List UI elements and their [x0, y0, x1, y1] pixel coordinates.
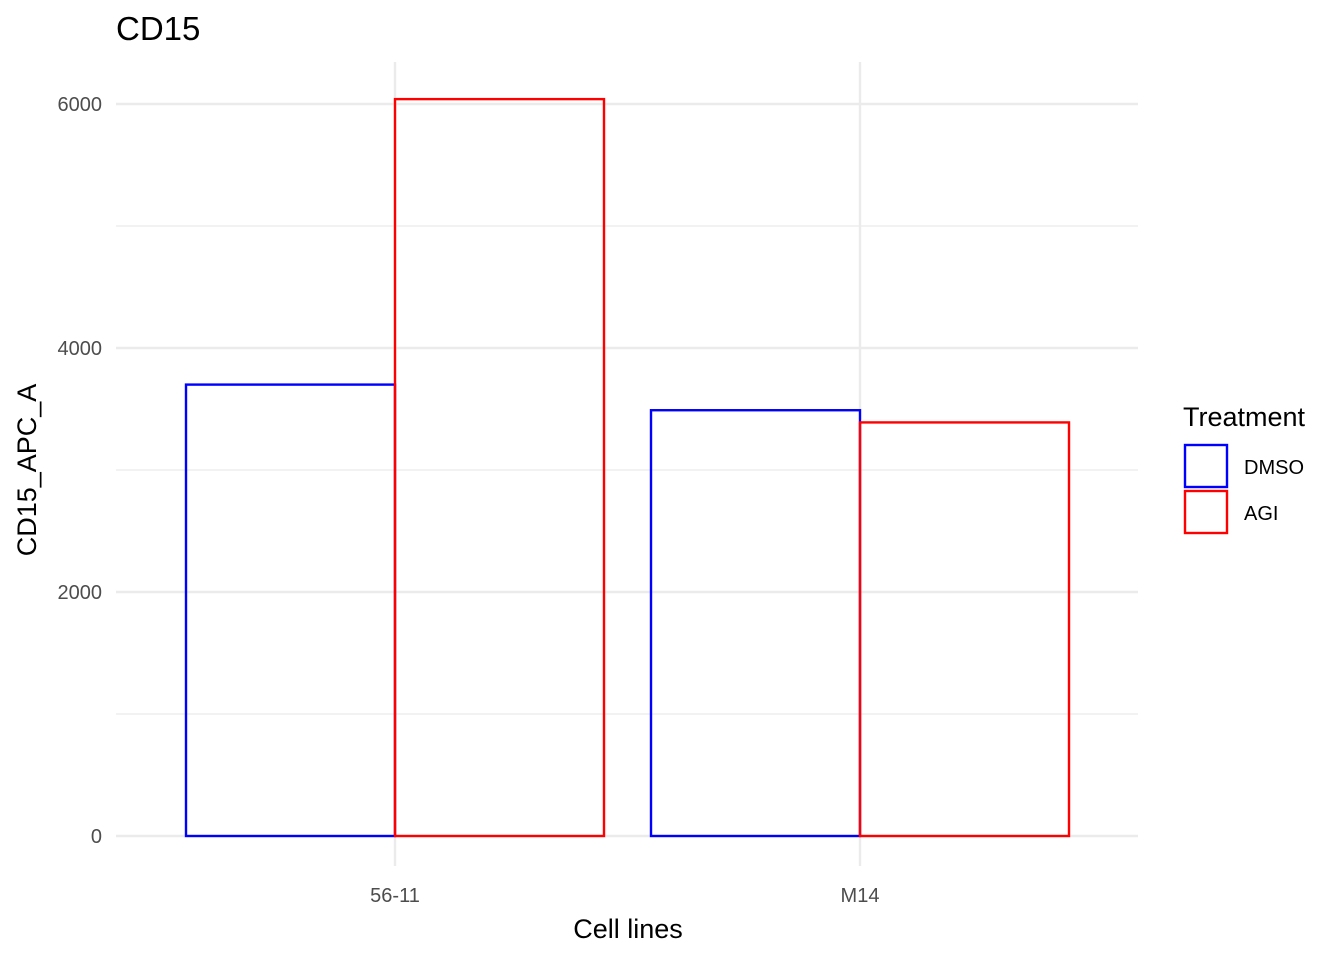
bar-agi-56-11	[393, 97, 606, 838]
legend-label-dmso: DMSO	[1244, 457, 1304, 479]
legend-key-agi	[1183, 489, 1229, 535]
x-axis-title: Cell lines	[573, 914, 683, 944]
y-tick-label: 4000	[58, 338, 103, 360]
legend: Treatment DMSO AGI	[1183, 402, 1306, 535]
y-tick-label: 0	[91, 826, 102, 848]
bar-dmso-56-11	[184, 383, 397, 838]
y-axis-ticks: 0 2000 4000 6000	[58, 94, 103, 848]
legend-label-agi: AGI	[1244, 503, 1278, 525]
chart-title: CD15	[116, 10, 200, 47]
y-axis-title: CD15_APC_A	[12, 384, 42, 557]
grid-minor	[116, 225, 1138, 715]
y-tick-label: 2000	[58, 582, 103, 604]
y-tick-label: 6000	[58, 94, 103, 116]
x-axis-ticks: 56-11 M14	[370, 885, 879, 907]
x-tick-label: 56-11	[370, 885, 420, 907]
bars	[184, 97, 1071, 838]
bar-dmso-m14	[649, 409, 862, 838]
x-tick-label: M14	[841, 885, 880, 907]
grid-major	[116, 62, 1138, 866]
legend-title: Treatment	[1183, 402, 1306, 432]
bar-agi-m14	[858, 421, 1071, 838]
legend-key-dmso	[1183, 443, 1229, 489]
